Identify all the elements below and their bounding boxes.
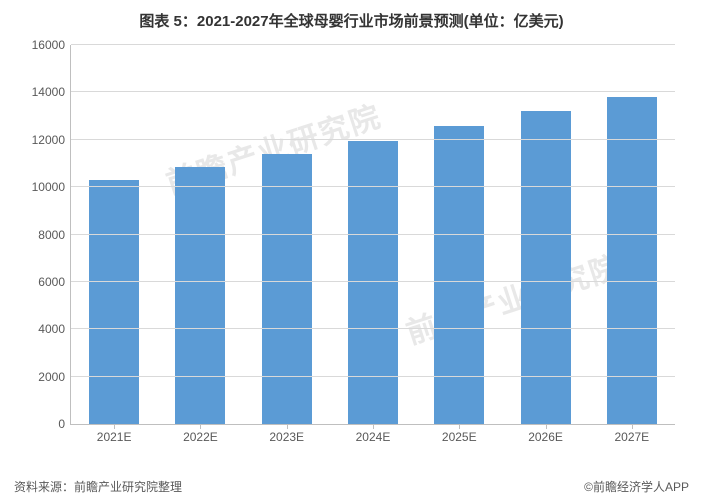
plot-area: 前瞻产业研究院 前瞻产业研究院 2021E2022E2023E2024E2025… <box>70 45 675 425</box>
xtick-mark <box>459 424 460 429</box>
gridline <box>71 281 675 282</box>
xtick-mark <box>373 424 374 429</box>
xtick-mark <box>632 424 633 429</box>
gridline <box>71 376 675 377</box>
xtick-label: 2022E <box>183 430 218 444</box>
xtick-mark <box>114 424 115 429</box>
gridline <box>71 139 675 140</box>
gridline <box>71 44 675 45</box>
gridline <box>71 234 675 235</box>
ytick-label: 16000 <box>32 38 65 52</box>
gridline <box>71 91 675 92</box>
bar <box>521 111 571 424</box>
xtick-mark <box>200 424 201 429</box>
xtick-label: 2025E <box>442 430 477 444</box>
bar <box>175 167 225 424</box>
bar <box>262 154 312 424</box>
gridline <box>71 186 675 187</box>
footer: 资料来源：前瞻产业研究院整理 ©前瞻经济学人APP <box>14 478 689 495</box>
bar-slot: 2022E <box>157 45 243 424</box>
bar-slot: 2025E <box>416 45 502 424</box>
xtick-label: 2024E <box>356 430 391 444</box>
bar <box>434 126 484 424</box>
source-right: ©前瞻经济学人APP <box>584 478 689 495</box>
bars-group: 2021E2022E2023E2024E2025E2026E2027E <box>71 45 675 424</box>
bar <box>348 141 398 424</box>
xtick-label: 2023E <box>269 430 304 444</box>
ytick-label: 2000 <box>38 370 65 384</box>
bar-slot: 2024E <box>330 45 416 424</box>
bar-slot: 2026E <box>502 45 588 424</box>
ytick-label: 12000 <box>32 133 65 147</box>
xtick-label: 2027E <box>614 430 649 444</box>
chart-container: 前瞻产业研究院 前瞻产业研究院 2021E2022E2023E2024E2025… <box>20 40 683 455</box>
source-left: 资料来源：前瞻产业研究院整理 <box>14 478 182 495</box>
ytick-label: 10000 <box>32 180 65 194</box>
bar <box>89 180 139 424</box>
bar-slot: 2027E <box>589 45 675 424</box>
xtick-label: 2026E <box>528 430 563 444</box>
ytick-label: 4000 <box>38 322 65 336</box>
ytick-label: 0 <box>58 417 65 431</box>
xtick-mark <box>287 424 288 429</box>
xtick-mark <box>546 424 547 429</box>
ytick-label: 14000 <box>32 85 65 99</box>
ytick-label: 6000 <box>38 275 65 289</box>
ytick-label: 8000 <box>38 228 65 242</box>
bar-slot: 2021E <box>71 45 157 424</box>
bar-slot: 2023E <box>244 45 330 424</box>
xtick-label: 2021E <box>97 430 132 444</box>
gridline <box>71 328 675 329</box>
chart-title: 图表 5：2021-2027年全球母婴行业市场前景预测(单位：亿美元) <box>0 0 703 39</box>
